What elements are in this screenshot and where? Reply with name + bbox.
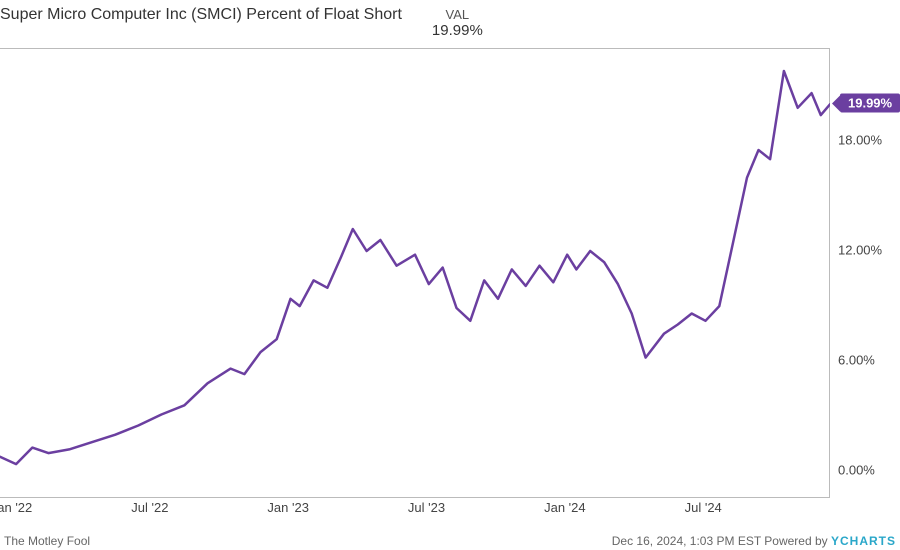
x-axis-labels: Jan '22 Jul '22 Jan '23 Jul '23 Jan '24 Jul '… bbox=[0, 500, 830, 520]
x-tick-label: Jan '22 bbox=[0, 500, 32, 515]
y-tick-label: 12.00% bbox=[838, 243, 882, 258]
x-tick-label: Jul '22 bbox=[131, 500, 168, 515]
x-tick-label: Jan '24 bbox=[544, 500, 586, 515]
footer-attribution: Dec 16, 2024, 1:03 PM EST Powered by YCH… bbox=[612, 534, 896, 548]
end-value-flag: 19.99% bbox=[840, 94, 900, 113]
chart-footer: The Motley Fool Dec 16, 2024, 1:03 PM ES… bbox=[4, 534, 896, 548]
line-series bbox=[0, 49, 830, 499]
footer-timestamp: Dec 16, 2024, 1:03 PM EST Powered by bbox=[612, 534, 831, 548]
chart-header: Super Micro Computer Inc (SMCI) Percent … bbox=[0, 6, 483, 39]
y-tick-label: 18.00% bbox=[838, 132, 882, 147]
value-column: VAL 19.99% bbox=[432, 7, 483, 39]
value-number: 19.99% bbox=[432, 22, 483, 39]
y-axis-labels: 0.00% 6.00% 12.00% 18.00% bbox=[838, 48, 898, 498]
chart-plot-area bbox=[0, 48, 830, 498]
x-tick-label: Jul '23 bbox=[408, 500, 445, 515]
x-tick-label: Jul '24 bbox=[685, 500, 722, 515]
x-tick-label: Jan '23 bbox=[267, 500, 309, 515]
y-tick-label: 0.00% bbox=[838, 463, 875, 478]
footer-brand: YCHARTS bbox=[831, 534, 896, 548]
value-header: VAL bbox=[432, 7, 483, 22]
footer-source: The Motley Fool bbox=[4, 534, 90, 548]
chart-title: Super Micro Computer Inc (SMCI) Percent … bbox=[0, 6, 402, 24]
y-tick-label: 6.00% bbox=[838, 353, 875, 368]
